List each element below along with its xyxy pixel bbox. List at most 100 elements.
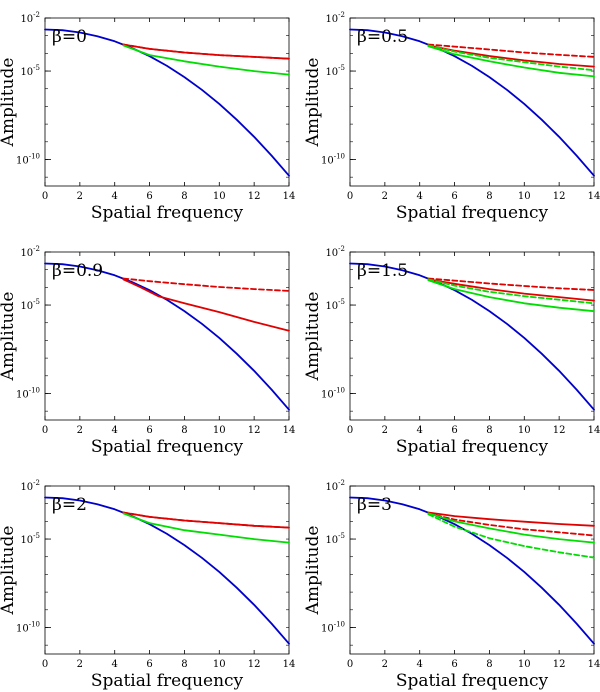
- panel-label: β=0.5: [357, 27, 408, 47]
- series-red-solid: [122, 43, 290, 60]
- series-red-dashed: [122, 511, 290, 529]
- y-axis-title: Amplitude: [0, 526, 18, 616]
- x-tick-label: 6: [146, 425, 152, 436]
- series-blue-solid: [44, 28, 290, 177]
- series-blue-solid: [349, 262, 595, 411]
- y-tick-exponent: -2: [33, 11, 40, 19]
- y-tick-label: 10-10: [321, 620, 345, 634]
- x-tick-label: 6: [451, 425, 457, 436]
- series-red-dashed: [122, 277, 290, 292]
- x-tick-label: 12: [248, 191, 261, 202]
- series-green-solid: [427, 279, 595, 313]
- y-tick-base: 10: [321, 389, 334, 400]
- x-tick-label: 12: [248, 659, 261, 670]
- series-green-dashed: [427, 278, 595, 305]
- y-tick-label: 10-10: [16, 152, 40, 166]
- series-red-solid: [122, 278, 290, 332]
- y-tick-label: 10-5: [325, 64, 345, 78]
- x-tick-label: 8: [181, 425, 187, 436]
- x-tick-label: 2: [77, 659, 83, 670]
- y-tick-base: 10: [321, 623, 334, 634]
- x-axis-title: Spatial frequency: [91, 437, 244, 457]
- y-tick-label: 10-2: [20, 479, 40, 493]
- plot-frame: [44, 251, 290, 421]
- y-axis-title: Amplitude: [303, 526, 323, 616]
- y-tick-exponent: -2: [338, 479, 345, 487]
- x-tick-label: 0: [42, 425, 48, 436]
- y-tick-label: 10-2: [325, 11, 345, 25]
- x-tick-label: 2: [382, 659, 388, 670]
- y-tick-base: 10: [325, 67, 338, 78]
- x-tick-label: 2: [382, 425, 388, 436]
- series-red-solid: [122, 511, 290, 529]
- x-tick-label: 10: [213, 191, 226, 202]
- x-axis-title: Spatial frequency: [396, 437, 549, 457]
- x-tick-label: 12: [248, 425, 261, 436]
- series-green-solid: [427, 45, 595, 78]
- y-tick-base: 10: [20, 248, 33, 259]
- y-tick-base: 10: [325, 535, 338, 546]
- y-tick-exponent: -5: [338, 532, 345, 540]
- y-tick-base: 10: [325, 482, 338, 493]
- x-tick-label: 0: [347, 191, 353, 202]
- x-tick-label: 0: [347, 659, 353, 670]
- series-blue-solid: [349, 496, 595, 645]
- x-tick-label: 8: [181, 191, 187, 202]
- x-tick-label: 2: [77, 191, 83, 202]
- plot-frame: [44, 17, 290, 187]
- y-tick-label: 10-5: [325, 298, 345, 312]
- y-tick-exponent: -10: [334, 386, 345, 394]
- y-tick-base: 10: [16, 623, 29, 634]
- y-axis-title: Amplitude: [0, 292, 18, 382]
- x-tick-label: 4: [417, 425, 423, 436]
- x-tick-label: 2: [77, 425, 83, 436]
- x-tick-label: 14: [588, 425, 600, 436]
- y-tick-exponent: -2: [338, 11, 345, 19]
- y-tick-label: 10-2: [20, 11, 40, 25]
- plot-frame: [349, 485, 595, 655]
- panel-label: β=3: [357, 495, 392, 515]
- x-tick-label: 10: [213, 659, 226, 670]
- y-tick-base: 10: [20, 67, 33, 78]
- series-red-dashed: [427, 277, 595, 291]
- series-red-dashed: [427, 512, 595, 537]
- y-axis-title: Amplitude: [303, 292, 323, 382]
- y-axis-title: Amplitude: [303, 58, 323, 148]
- x-tick-label: 14: [283, 191, 296, 202]
- series-green-dashed: [427, 44, 595, 72]
- y-tick-label: 10-10: [321, 386, 345, 400]
- y-tick-exponent: -5: [33, 532, 40, 540]
- y-tick-label: 10-2: [20, 245, 40, 259]
- y-tick-exponent: -5: [338, 64, 345, 72]
- series-blue-solid: [44, 496, 290, 645]
- y-tick-base: 10: [325, 248, 338, 259]
- x-tick-label: 8: [486, 191, 492, 202]
- x-tick-label: 8: [486, 425, 492, 436]
- x-tick-label: 0: [347, 425, 353, 436]
- y-tick-exponent: -10: [334, 620, 345, 628]
- y-tick-base: 10: [20, 535, 33, 546]
- y-tick-label: 10-10: [16, 620, 40, 634]
- x-tick-label: 14: [283, 425, 296, 436]
- x-tick-label: 4: [417, 191, 423, 202]
- panel-label: β=0.9: [52, 261, 103, 281]
- x-tick-label: 14: [283, 659, 296, 670]
- y-tick-exponent: -5: [33, 64, 40, 72]
- x-tick-label: 12: [553, 425, 566, 436]
- panel-label: β=0: [52, 27, 87, 47]
- x-tick-label: 8: [486, 659, 492, 670]
- y-tick-base: 10: [20, 301, 33, 312]
- y-tick-base: 10: [325, 301, 338, 312]
- x-tick-label: 14: [588, 659, 600, 670]
- series-red-solid: [427, 278, 595, 302]
- x-axis-title: Spatial frequency: [396, 671, 549, 691]
- x-tick-label: 6: [146, 659, 152, 670]
- y-tick-exponent: -10: [29, 152, 40, 160]
- y-axis-title: Amplitude: [0, 58, 18, 148]
- y-tick-label: 10-2: [325, 479, 345, 493]
- x-tick-label: 10: [518, 191, 531, 202]
- y-tick-base: 10: [16, 389, 29, 400]
